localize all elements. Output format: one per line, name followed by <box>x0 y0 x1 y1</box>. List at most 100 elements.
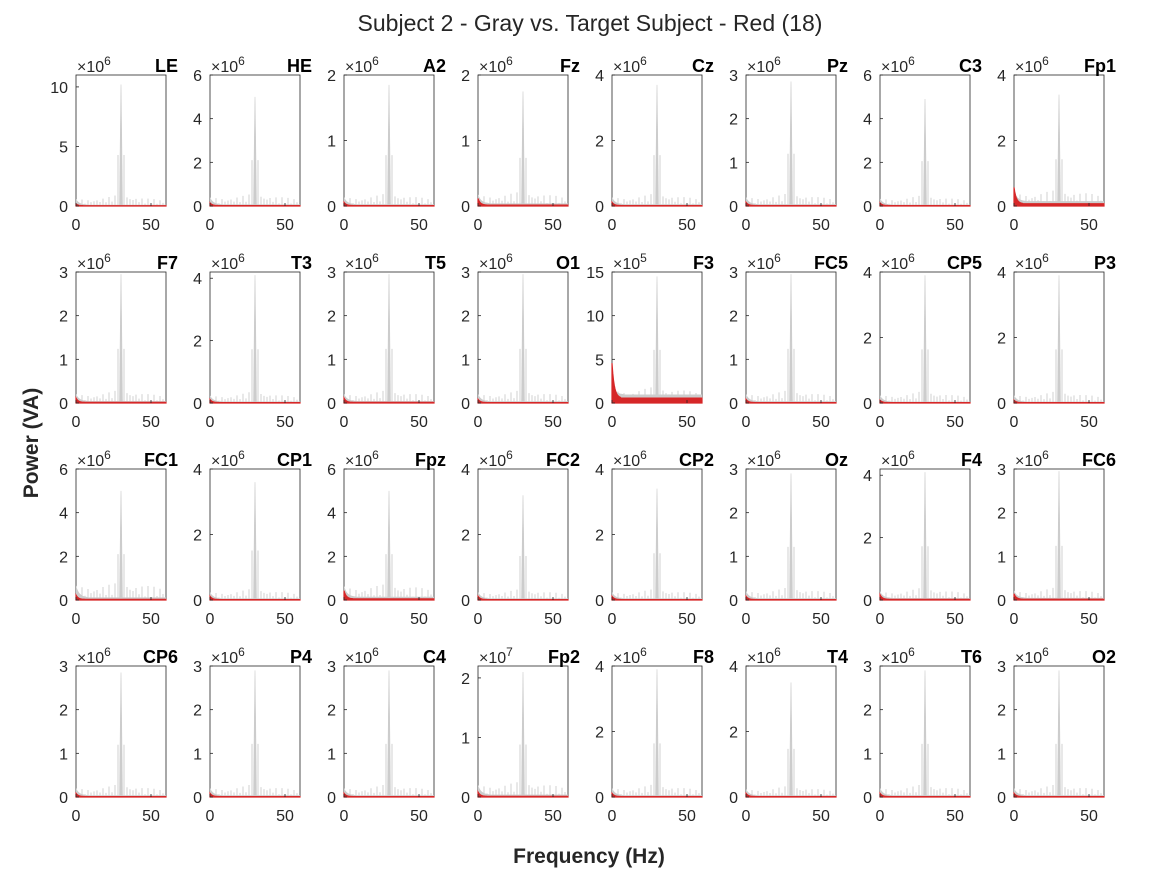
x-tick-label: 50 <box>544 808 562 825</box>
x-tick-label: 0 <box>742 808 751 825</box>
y-tick-label: 0 <box>863 593 872 610</box>
x-tick-label: 50 <box>678 217 696 234</box>
x-tick-label: 50 <box>142 808 160 825</box>
exponent-label: ×106 <box>211 645 245 667</box>
exponent-label: ×106 <box>479 448 513 470</box>
x-tick-label: 50 <box>812 217 830 234</box>
exponent-label: ×106 <box>479 54 513 76</box>
exponent-label: ×106 <box>211 251 245 273</box>
x-tick-label: 0 <box>72 808 81 825</box>
exponent-label: ×107 <box>479 645 513 667</box>
gray-spectra <box>76 490 166 601</box>
y-tick-label: 0 <box>595 790 604 807</box>
y-tick-label: 2 <box>863 703 872 720</box>
x-tick-label: 50 <box>678 414 696 431</box>
red-spectrum <box>343 395 435 404</box>
exponent-label: ×106 <box>77 54 111 76</box>
subplot-fc5: 0 1 2 3 0 50 ×106 FC5 <box>729 251 848 431</box>
exponent-label: ×106 <box>881 54 915 76</box>
x-tick-label: 0 <box>876 217 885 234</box>
exponent-label: ×106 <box>747 54 781 76</box>
x-tick-label: 50 <box>678 611 696 628</box>
y-tick-label: 0 <box>327 790 336 807</box>
y-tick-label: 2 <box>997 134 1006 151</box>
subplot-o1: 0 1 2 3 0 50 ×106 O1 <box>461 251 580 431</box>
y-tick-label: 2 <box>193 334 202 351</box>
exponent-label: ×106 <box>613 448 647 470</box>
channel-label: Oz <box>825 450 848 470</box>
y-tick-label: 3 <box>729 462 738 479</box>
y-tick-label: 4 <box>193 271 202 288</box>
x-tick-label: 50 <box>678 808 696 825</box>
y-tick-label: 2 <box>997 703 1006 720</box>
y-tick-label: 4 <box>863 112 872 129</box>
exponent-label: ×106 <box>747 251 781 273</box>
red-spectrum <box>1013 187 1105 207</box>
y-tick-label: 3 <box>59 659 68 676</box>
channel-label: Fp2 <box>548 647 580 667</box>
subplot-cz: 0 2 4 0 50 ×106 Cz <box>595 54 714 234</box>
x-tick-label: 0 <box>474 611 483 628</box>
x-tick-label: 0 <box>340 414 349 431</box>
red-spectrum <box>1013 791 1105 798</box>
y-tick-label: 4 <box>193 112 202 129</box>
channel-label: T4 <box>827 647 848 667</box>
y-tick-label: 0 <box>997 396 1006 413</box>
red-spectrum <box>477 789 569 798</box>
y-tick-label: 2 <box>863 331 872 348</box>
y-tick-label: 0 <box>59 593 68 610</box>
y-tick-label: 0 <box>461 396 470 413</box>
red-spectrum <box>209 594 301 601</box>
y-tick-label: 4 <box>193 462 202 479</box>
x-tick-label: 50 <box>1080 611 1098 628</box>
x-tick-label: 0 <box>1010 808 1019 825</box>
channel-label: CP6 <box>143 647 178 667</box>
exponent-label: ×106 <box>345 251 379 273</box>
x-tick-label: 50 <box>812 611 830 628</box>
y-tick-label: 1 <box>729 352 738 369</box>
channel-label: T5 <box>425 253 446 273</box>
y-tick-label: 2 <box>595 528 604 545</box>
y-tick-label: 2 <box>327 703 336 720</box>
channel-label: HE <box>287 56 312 76</box>
x-tick-label: 0 <box>876 611 885 628</box>
channel-label: F7 <box>157 253 178 273</box>
y-tick-label: 4 <box>863 468 872 485</box>
x-tick-label: 0 <box>206 217 215 234</box>
x-tick-label: 50 <box>1080 414 1098 431</box>
x-tick-label: 0 <box>1010 414 1019 431</box>
figure-ylabel: Power (VA) <box>20 388 43 498</box>
y-tick-label: 1 <box>997 549 1006 566</box>
y-tick-label: 0 <box>729 790 738 807</box>
y-tick-label: 0 <box>193 790 202 807</box>
red-spectrum <box>209 791 301 798</box>
x-tick-label: 0 <box>474 808 483 825</box>
x-tick-label: 0 <box>206 611 215 628</box>
subplot-o2: 0 1 2 3 0 50 ×106 O2 <box>997 645 1116 825</box>
red-spectrum <box>1013 593 1105 601</box>
y-tick-label: 1 <box>461 730 470 747</box>
y-tick-label: 1 <box>193 746 202 763</box>
y-tick-label: 2 <box>997 331 1006 348</box>
subplot-t4: 0 2 4 0 50 ×106 T4 <box>729 645 848 825</box>
x-tick-label: 0 <box>1010 611 1019 628</box>
exponent-label: ×106 <box>613 645 647 667</box>
subplot-fc1: 0 2 4 6 0 50 ×106 FC1 <box>59 448 178 628</box>
y-tick-label: 3 <box>327 659 336 676</box>
exponent-label: ×106 <box>881 251 915 273</box>
red-spectrum <box>477 594 569 601</box>
y-tick-label: 1 <box>461 352 470 369</box>
subplot-cp2: 0 2 4 0 50 ×106 CP2 <box>595 448 714 628</box>
y-tick-label: 0 <box>461 199 470 216</box>
exponent-label: ×106 <box>479 251 513 273</box>
x-tick-label: 0 <box>1010 217 1019 234</box>
y-tick-label: 2 <box>461 309 470 326</box>
subplot-oz: 0 1 2 3 0 50 ×106 Oz <box>729 448 848 628</box>
subplot-t3: 0 2 4 0 50 ×106 T3 <box>193 251 312 431</box>
y-tick-label: 2 <box>193 703 202 720</box>
y-tick-label: 4 <box>327 506 336 523</box>
red-spectrum <box>75 202 167 207</box>
exponent-label: ×106 <box>1015 54 1049 76</box>
x-tick-label: 50 <box>142 217 160 234</box>
y-tick-label: 2 <box>863 531 872 548</box>
